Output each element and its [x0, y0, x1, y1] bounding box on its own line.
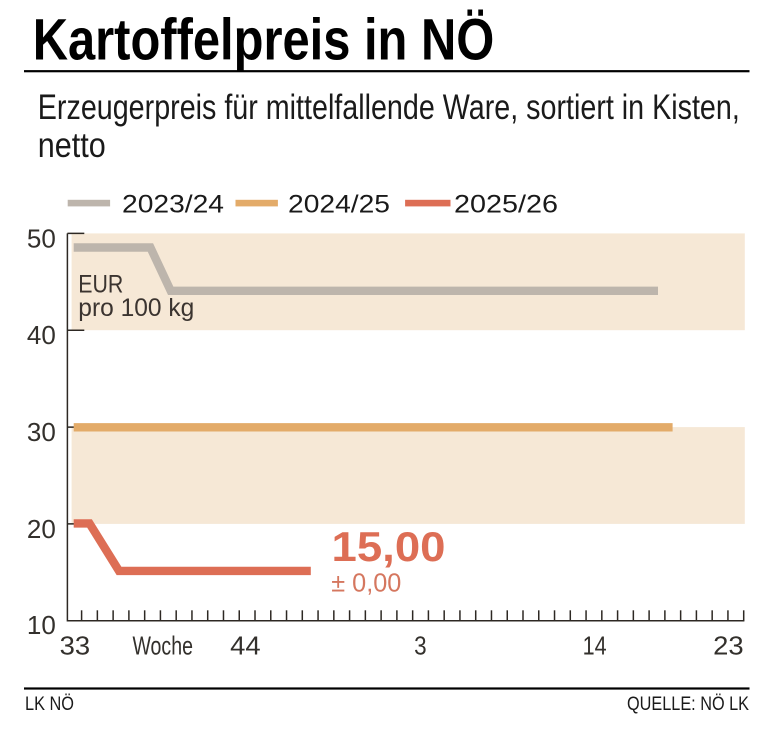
svg-text:pro 100 kg: pro 100 kg: [78, 294, 194, 322]
svg-text:Erzeugerpreis für mittelfallen: Erzeugerpreis für mittelfallende Ware, s…: [38, 88, 740, 127]
svg-text:2025/26: 2025/26: [454, 191, 558, 219]
svg-text:10: 10: [27, 610, 56, 640]
svg-text:3: 3: [414, 631, 427, 661]
svg-text:30: 30: [27, 417, 56, 447]
svg-text:Woche: Woche: [132, 631, 193, 661]
svg-text:netto: netto: [38, 126, 106, 165]
svg-text:LK NÖ: LK NÖ: [25, 694, 74, 715]
svg-text:33: 33: [60, 631, 91, 661]
svg-text:EUR: EUR: [78, 270, 123, 298]
svg-text:20: 20: [27, 514, 56, 544]
svg-text:Kartoffelpreis in NÖ: Kartoffelpreis in NÖ: [33, 7, 495, 72]
svg-text:44: 44: [230, 631, 261, 661]
svg-text:15,00: 15,00: [332, 523, 446, 570]
svg-text:23: 23: [713, 631, 744, 661]
svg-text:2023/24: 2023/24: [122, 191, 224, 219]
svg-text:40: 40: [27, 320, 56, 350]
svg-text:± 0,00: ± 0,00: [331, 567, 401, 597]
svg-text:2024/25: 2024/25: [288, 191, 390, 219]
svg-text:QUELLE: NÖ LK: QUELLE: NÖ LK: [627, 694, 749, 715]
svg-text:50: 50: [27, 223, 56, 253]
svg-text:14: 14: [583, 631, 607, 661]
